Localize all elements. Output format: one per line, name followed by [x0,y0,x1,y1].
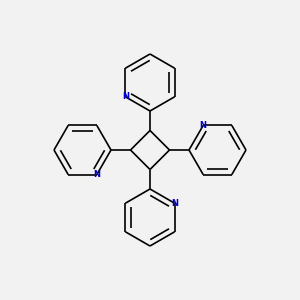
Text: N: N [200,121,207,130]
Text: N: N [171,199,178,208]
Text: N: N [122,92,129,101]
Text: N: N [93,170,100,179]
